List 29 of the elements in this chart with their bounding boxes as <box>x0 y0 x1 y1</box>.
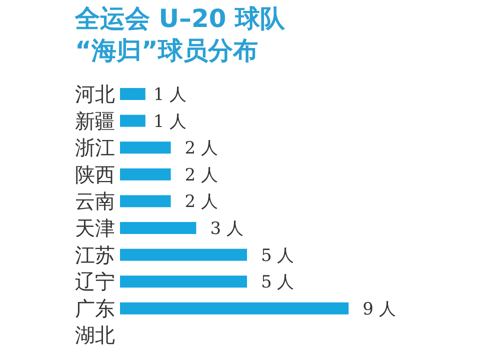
data-label: 1 人 <box>153 85 187 105</box>
data-label: 5 人 <box>261 272 294 293</box>
bar <box>120 142 171 154</box>
data-label: 3 人 <box>210 219 244 239</box>
bar <box>120 276 247 288</box>
y-tick-label: 新疆 <box>75 108 115 133</box>
bar <box>120 114 146 127</box>
bar <box>120 168 171 180</box>
bar <box>120 222 196 234</box>
data-label: 1 人 <box>153 112 187 132</box>
y-tick-label: 浙江 <box>75 136 115 160</box>
y-tick-label: 辽宁 <box>75 270 115 294</box>
y-tick-label: 江苏 <box>75 242 115 267</box>
chart-title: 全运会 U–20 球队 “海归”球员分布 <box>74 4 286 65</box>
bar <box>120 248 247 261</box>
y-tick-label: 天津 <box>75 216 115 240</box>
y-tick-label: 湖北 <box>75 323 115 348</box>
data-label: 2 人 <box>184 138 218 159</box>
data-label: 9 人 <box>362 299 396 320</box>
y-tick-label: 广东 <box>75 296 115 320</box>
data-label: 2 人 <box>184 165 218 186</box>
data-label: 5 人 <box>261 246 294 266</box>
y-tick-label: 河北 <box>75 82 115 106</box>
bar <box>120 302 349 314</box>
bar <box>120 88 146 100</box>
bar <box>120 195 171 208</box>
y-tick-label: 云南 <box>75 189 115 214</box>
y-tick-label: 陕西 <box>75 162 115 186</box>
data-label: 2 人 <box>184 192 218 212</box>
